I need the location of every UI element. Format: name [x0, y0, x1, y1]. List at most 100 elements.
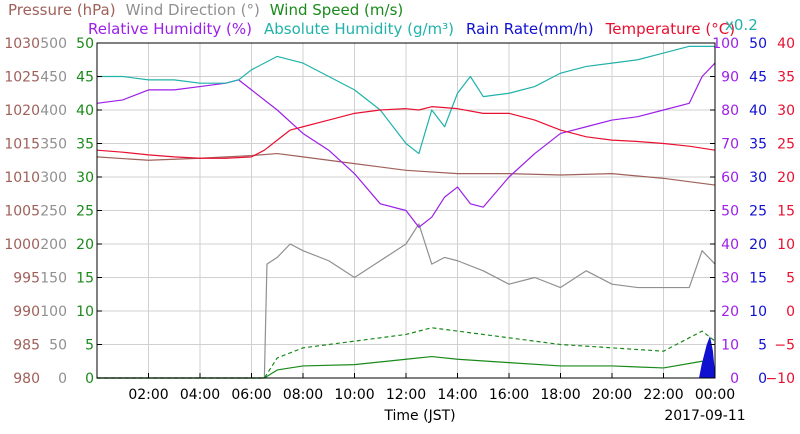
x-tick-label: 10:00 — [334, 387, 374, 403]
abs-hum-scale-note: x0.2 — [725, 16, 758, 34]
x-tick-label: 22:00 — [643, 387, 683, 403]
left-tick-label: 500 — [40, 36, 67, 52]
right-tick-label: 20 — [777, 170, 795, 186]
left-tick-label: 1030 — [4, 36, 40, 52]
left-tick-label: 995 — [13, 271, 40, 287]
right-tick-label: 0 — [730, 371, 739, 387]
left-tick-label: 1020 — [4, 103, 40, 119]
x-tick-label: 12:00 — [386, 387, 426, 403]
left-tick-label: 150 — [40, 271, 67, 287]
x-tick-label: 06:00 — [231, 387, 271, 403]
right-tick-label: 0 — [758, 371, 767, 387]
right-tick-label: 20 — [721, 304, 739, 320]
legend-entry: Relative Humidity (%) — [88, 20, 252, 38]
right-tick-label: 40 — [777, 36, 795, 52]
legend-entry: Pressure (hPa) — [8, 1, 116, 19]
legend-line-2: Relative Humidity (%) Absolute Humidity (… — [88, 20, 735, 38]
left-tick-label: 200 — [40, 237, 67, 253]
right-tick-label: 15 — [749, 271, 767, 287]
right-tick-label: 80 — [721, 103, 739, 119]
right-tick-label: 30 — [777, 103, 795, 119]
left-tick-label: 20 — [76, 237, 94, 253]
x-tick-label: 00:00 — [695, 387, 735, 403]
legend-entry: Rain Rate(mm/h) — [466, 20, 594, 38]
left-tick-label: 1010 — [4, 170, 40, 186]
x-tick-label: 04:00 — [180, 387, 220, 403]
left-tick-label: 5 — [85, 338, 94, 354]
series-wind-speed-avg-m-s — [97, 355, 716, 379]
right-tick-label: −5 — [774, 338, 795, 354]
right-tick-label: 70 — [721, 137, 739, 153]
left-tick-label: 30 — [76, 170, 94, 186]
right-tick-label: 40 — [749, 103, 767, 119]
left-tick-label: 980 — [13, 371, 40, 387]
left-tick-label: 250 — [40, 204, 67, 220]
left-tick-label: 0 — [58, 371, 67, 387]
right-tick-label: 35 — [749, 137, 767, 153]
date-label-group: 2017-09-11 — [664, 408, 745, 424]
right-tick-label: 10 — [721, 338, 739, 354]
left-tick-label: 300 — [40, 170, 67, 186]
right-tick-label: 35 — [777, 70, 795, 86]
right-tick-label: 5 — [786, 271, 795, 287]
right-tick-label: 20 — [749, 237, 767, 253]
x-tick-label: 16:00 — [489, 387, 529, 403]
right-tick-label: 30 — [749, 170, 767, 186]
x-axis-label-group: Time (JST) — [383, 408, 455, 424]
left-tick-label: 400 — [40, 103, 67, 119]
legend: Pressure (hPa) Wind Direction (°) Wind Spe… — [8, 1, 758, 38]
left-tick-label: 40 — [76, 103, 94, 119]
left-tick-label: 1000 — [4, 237, 40, 253]
left-tick-label: 990 — [13, 304, 40, 320]
right-tick-label: 50 — [749, 36, 767, 52]
right-tick-label: 50 — [721, 204, 739, 220]
left-tick-label: 1025 — [4, 70, 40, 86]
right-tick-label: 40 — [721, 237, 739, 253]
grid — [97, 43, 715, 378]
left-tick-label: 985 — [13, 338, 40, 354]
x-axis: 02:00 04:00 06:00 08:00 10:00 12:00 14:00 16:00… — [128, 373, 735, 403]
left-axes: 9809859909951000100510101015102010251030… — [4, 36, 102, 387]
right-tick-label: 25 — [749, 204, 767, 220]
series-absolute-humidity-g-m-x0-2 — [97, 45, 715, 155]
right-tick-label: 100 — [712, 36, 739, 52]
legend-entry: Wind Speed (m/s) — [270, 1, 403, 19]
left-tick-label: 35 — [76, 137, 94, 153]
left-tick-label: 350 — [40, 137, 67, 153]
left-tick-label: 45 — [76, 70, 94, 86]
right-tick-label: 15 — [777, 204, 795, 220]
right-tick-label: −10 — [765, 371, 795, 387]
right-tick-label: 10 — [777, 237, 795, 253]
right-tick-label: 10 — [749, 304, 767, 320]
left-tick-label: 25 — [76, 204, 94, 220]
left-tick-label: 50 — [49, 338, 67, 354]
x-tick-label: 08:00 — [283, 387, 323, 403]
x-tick-label: 18:00 — [540, 387, 580, 403]
right-tick-label: 0 — [786, 304, 795, 320]
series-group — [96, 45, 716, 379]
x-tick-label: 20:00 — [592, 387, 632, 403]
right-tick-label: 25 — [777, 137, 795, 153]
right-axes: 0102030405060708090100051015202530354045… — [710, 36, 795, 387]
x-tick-label: 14:00 — [437, 387, 477, 403]
left-tick-label: 1015 — [4, 137, 40, 153]
left-tick-label: 15 — [76, 271, 94, 287]
right-tick-label: 45 — [749, 70, 767, 86]
right-tick-label: 60 — [721, 170, 739, 186]
right-tick-label: 30 — [721, 271, 739, 287]
legend-entry: Wind Direction (°) — [126, 1, 260, 19]
left-tick-label: 100 — [40, 304, 67, 320]
left-tick-label: 0 — [85, 371, 94, 387]
series-temperature-c — [96, 106, 716, 159]
left-tick-label: 450 — [40, 70, 67, 86]
date-label: 2017-09-11 — [664, 408, 745, 424]
legend-line-1: Pressure (hPa) Wind Direction (°) Wind Spe… — [8, 1, 403, 19]
right-tick-label: 5 — [758, 338, 767, 354]
left-tick-label: 1005 — [4, 204, 40, 220]
x-tick-label: 02:00 — [128, 387, 168, 403]
legend-entry: Temperature (°C) — [605, 20, 735, 38]
legend-entry: Absolute Humidity (g/m³) — [264, 20, 454, 38]
x-axis-label: Time (JST) — [383, 408, 455, 424]
series-wind-direction — [97, 223, 716, 379]
